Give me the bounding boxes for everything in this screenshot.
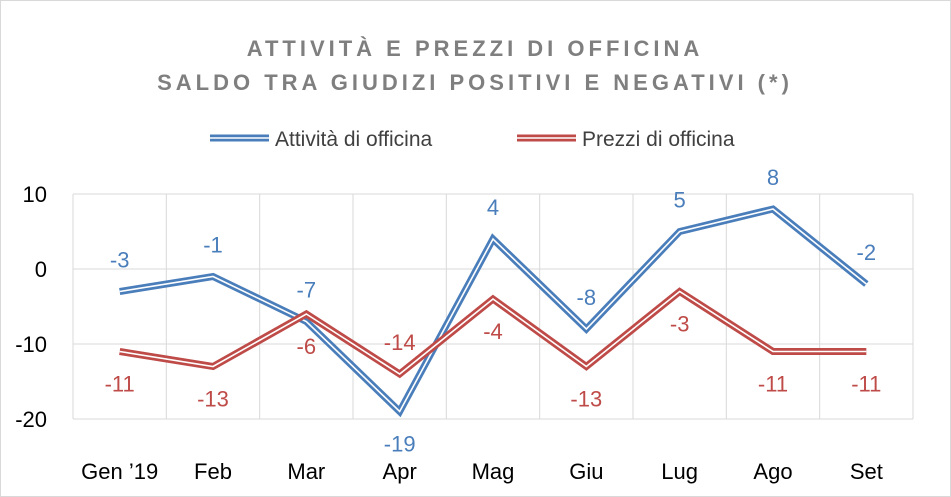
data-label: 8 [767, 165, 779, 190]
data-label: -13 [197, 387, 229, 412]
data-label: -11 [851, 372, 881, 397]
y-tick-label: -10 [15, 332, 47, 357]
x-tick-label: Apr [383, 459, 417, 484]
legend-item-prezzi: Prezzi di officina [517, 128, 735, 151]
data-label: -19 [384, 432, 416, 457]
x-tick-label: Feb [194, 459, 232, 484]
y-tick-label: 10 [23, 182, 47, 207]
gridlines [72, 193, 914, 420]
data-label: -6 [297, 334, 317, 359]
x-tick-label: Giu [569, 459, 603, 484]
legend-label-prezzi: Prezzi di officina [582, 128, 735, 151]
data-label: -11 [758, 372, 788, 397]
data-label: -8 [577, 285, 597, 310]
x-tick-label: Set [850, 459, 883, 484]
data-label: -7 [297, 278, 317, 303]
x-axis: Gen ’19 Feb Mar Apr Mag Giu Lug Ago Set [81, 459, 883, 484]
data-label: 4 [487, 195, 499, 220]
x-tick-label: Gen ’19 [81, 459, 158, 484]
y-tick-label: -20 [15, 407, 47, 432]
data-label: -4 [483, 319, 503, 344]
x-tick-label: Mag [472, 459, 515, 484]
data-label: 5 [674, 188, 686, 213]
series-line-inner [119, 208, 867, 413]
series-line-inner [119, 290, 867, 375]
series-lines [119, 205, 869, 418]
data-label: -11 [105, 372, 135, 397]
legend: Attività di officina Prezzi di officina [210, 128, 735, 151]
data-label: -2 [857, 240, 877, 265]
data-label: -13 [570, 387, 602, 412]
data-label: -3 [110, 248, 130, 273]
data-label: -1 [203, 233, 223, 258]
chart-title-line-1: ATTIVITÀ E PREZZI DI OFFICINA [247, 36, 704, 61]
chart-title-line-2: SALDO TRA GIUDIZI POSITIVI E NEGATIVI (*… [157, 70, 793, 95]
data-label: -3 [670, 312, 690, 337]
data-label: -14 [384, 330, 416, 355]
x-tick-label: Ago [753, 459, 792, 484]
x-tick-label: Lug [661, 459, 698, 484]
legend-label-attivita: Attività di officina [275, 128, 433, 151]
legend-item-attivita: Attività di officina [210, 128, 433, 151]
y-tick-label: 0 [35, 257, 47, 282]
data-labels: -3 -1 -7 -19 4 -8 5 8 -2 -11 -13 -6 -14 -4 -13 -3 -11 -11 [105, 165, 882, 457]
y-axis: 10 0 -10 -20 [15, 182, 47, 432]
x-tick-label: Mar [287, 459, 325, 484]
